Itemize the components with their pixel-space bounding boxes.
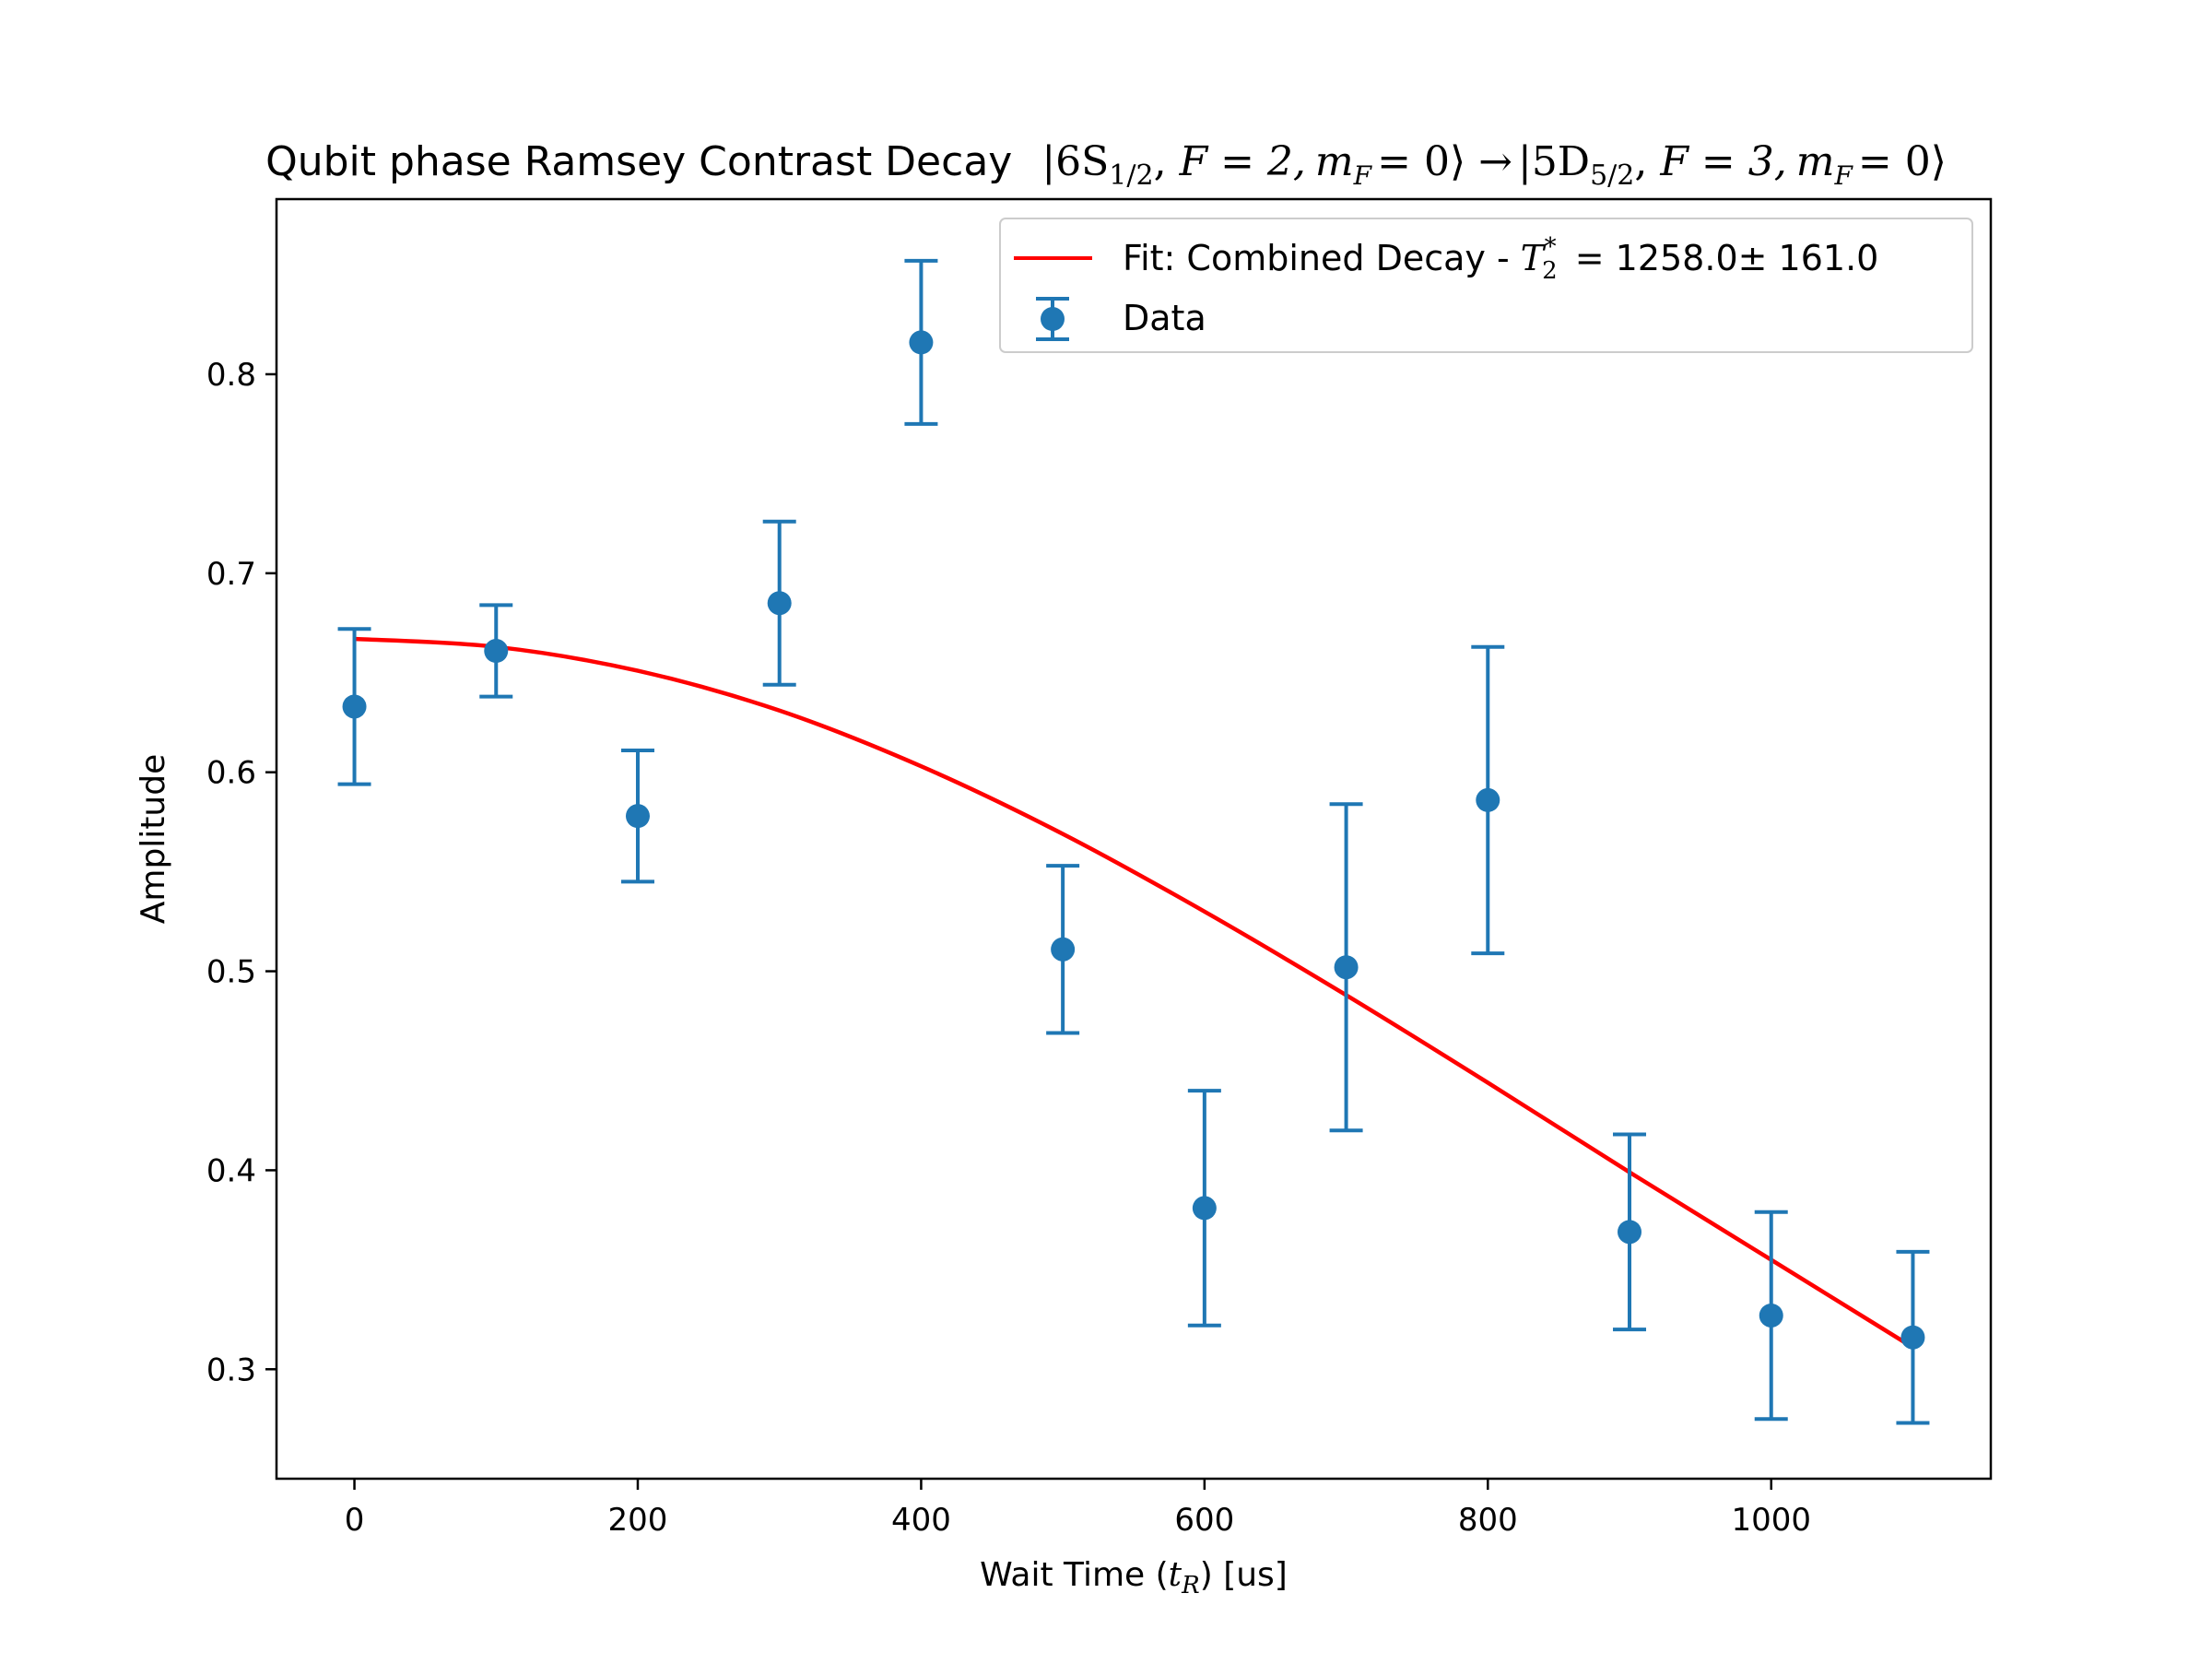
data-point	[767, 591, 792, 616]
title-ket1-state: 6S	[1055, 138, 1109, 185]
plot-area-frame	[275, 197, 1993, 1481]
y-axis-label: Amplitude	[135, 754, 172, 924]
data-point	[625, 804, 650, 829]
legend-data-marker	[1041, 307, 1065, 331]
x-axis-ticks: 0 200 400 600 800 1000	[345, 1479, 1811, 1539]
y-axis-ticks: 0.3 0.4 0.5 0.6 0.7 0.8	[206, 357, 276, 1388]
legend-fit-label: Fit: Combined Decay - T2* = 1258.0± 161.…	[1123, 233, 1878, 285]
data-point	[1192, 1196, 1217, 1221]
x-tick-label: 400	[891, 1502, 951, 1539]
data-point	[484, 639, 509, 664]
legend-fit-prefix: Fit: Combined Decay -	[1123, 238, 1521, 278]
data-point	[1618, 1220, 1642, 1245]
title-ket1-mF-sub: F	[1353, 160, 1373, 191]
title-ket2-mF: m	[1796, 138, 1835, 185]
x-tick-label: 0	[345, 1502, 365, 1539]
data-point	[1476, 787, 1500, 812]
legend-data-swatch	[1036, 297, 1069, 341]
legend-fit-sup: *	[1545, 233, 1557, 261]
title-ket1-mF: m	[1315, 138, 1354, 185]
x-axis-label-sub: R	[1181, 1572, 1200, 1599]
x-tick-label: 600	[1174, 1502, 1234, 1539]
title-ket2-mF-sub: F	[1833, 160, 1853, 191]
data-series	[337, 258, 1930, 1425]
legend-box	[999, 218, 1973, 353]
legend-fit-sub: 2	[1542, 257, 1558, 285]
legend-data-label: Data	[1123, 298, 1206, 338]
y-tick-label: 0.7	[206, 556, 256, 593]
legend-fit-var: T	[1521, 238, 1547, 278]
title-ket2-mF-val: = 0	[1858, 138, 1931, 185]
x-tick-label: 800	[1458, 1502, 1518, 1539]
title-ket1-sub: 1/2	[1109, 159, 1153, 192]
data-point	[342, 694, 367, 719]
x-axis-label-var: t	[1169, 1556, 1182, 1594]
data-point	[1900, 1325, 1925, 1350]
title-ket1-F: F = 2,	[1179, 138, 1306, 185]
y-tick-label: 0.4	[206, 1152, 256, 1189]
title-ket2-sub: 5/2	[1590, 159, 1634, 192]
data-point	[1334, 955, 1359, 980]
y-tick-label: 0.6	[206, 755, 256, 792]
title-ket1-mF-val: = 0	[1377, 138, 1450, 185]
y-tick-label: 0.5	[206, 954, 256, 991]
legend-fit-value: = 1258.0± 161.0	[1564, 238, 1879, 278]
x-tick-label: 1000	[1731, 1502, 1811, 1539]
y-tick-label: 0.3	[206, 1351, 256, 1388]
data-point	[1051, 937, 1076, 962]
title-arrow: →	[1478, 138, 1512, 185]
legend: Fit: Combined Decay - T2* = 1258.0± 161.…	[999, 218, 1973, 353]
data-point	[909, 330, 934, 355]
fit-line	[354, 636, 1914, 1350]
x-tick-label: 200	[608, 1502, 668, 1539]
fit-series	[354, 636, 1914, 1350]
x-axis-label: Wait Time (tR) [us]	[980, 1556, 1288, 1599]
title-ket2-state: 5D	[1532, 138, 1590, 185]
chart-title: Qubit phase Ramsey Contrast Decay |6S1/2…	[265, 138, 1947, 192]
title-prefix: Qubit phase Ramsey Contrast Decay	[265, 138, 1012, 185]
x-axis-label-prefix: Wait Time (	[980, 1556, 1169, 1594]
y-tick-label: 0.8	[206, 357, 256, 394]
data-point	[1759, 1303, 1783, 1328]
x-axis-label-suffix: ) [us]	[1200, 1556, 1288, 1594]
title-ket2-F: F = 3,	[1659, 138, 1786, 185]
